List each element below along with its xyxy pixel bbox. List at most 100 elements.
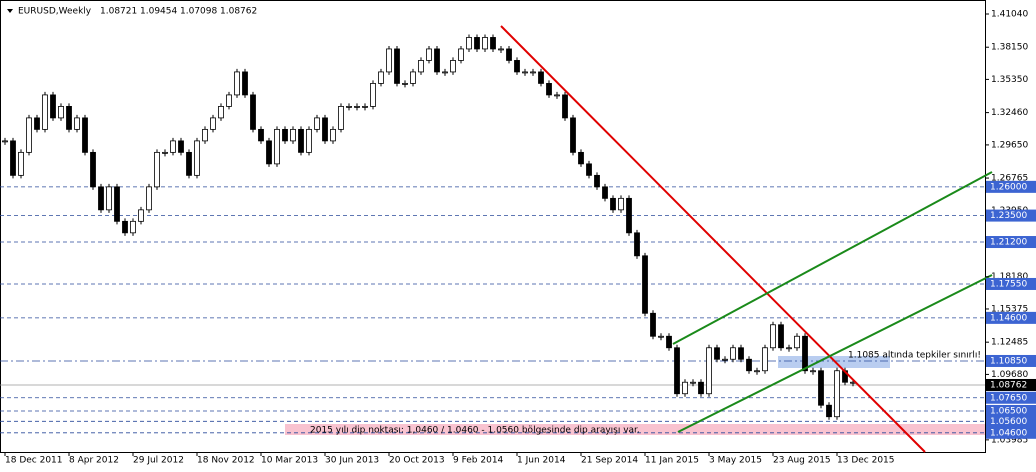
last-price-bg: [986, 378, 1036, 391]
axis: 1.41040 1.38150 1.35350 1.32460 1.29650 1.267…: [4, 10, 1036, 466]
x-tick-label: 10 Mar 2013: [261, 456, 318, 466]
level-label-bg: [986, 426, 1036, 439]
candle: [58, 106, 64, 119]
candle: [10, 140, 16, 176]
channel-line: [677, 274, 993, 433]
level-label-bg: [986, 404, 1036, 417]
level-label: 1.06500: [990, 406, 1027, 416]
candle: [306, 128, 312, 153]
candle: [658, 335, 664, 338]
candle: [402, 83, 408, 85]
candle: [586, 163, 592, 176]
menu-arrow[interactable]: [7, 9, 13, 13]
x-tick-label: 29 Jul 2012: [133, 456, 184, 466]
x-tick-label: 30 Jun 2013: [325, 456, 379, 466]
candle: [810, 370, 816, 373]
y-tick-label: 1.41040: [991, 10, 1028, 20]
candle: [234, 71, 240, 96]
candle: [498, 48, 504, 51]
y-tick-label: 1.26765: [991, 174, 1028, 184]
candle: [442, 71, 448, 74]
level-label: 1.14600: [990, 313, 1027, 323]
y-tick-label: 1.18180: [991, 272, 1028, 282]
x-tick-label: 9 Feb 2014: [453, 456, 504, 466]
candle: [458, 48, 464, 61]
annotation: 1.1085 altında tepkiler sınırlı!: [848, 351, 981, 361]
candle: [530, 71, 536, 74]
level-label: 1.23500: [990, 211, 1027, 221]
level-label-bg: [986, 277, 1036, 290]
x-tick-label: 21 Sep 2014: [581, 456, 638, 466]
candle: [338, 106, 344, 130]
candle: [642, 255, 648, 314]
candle: [770, 324, 776, 349]
plot-frame: [0, 0, 986, 453]
candle: [666, 335, 672, 349]
level-label: 1.21200: [990, 238, 1027, 248]
candle: [570, 117, 576, 153]
x-tick-label: 11 Jan 2015: [645, 456, 699, 466]
candle: [762, 347, 768, 372]
candle: [418, 60, 424, 73]
candle: [786, 347, 792, 350]
candle: [138, 209, 144, 222]
y-tick-label: 1.03985: [991, 435, 1028, 445]
x-tick-label: 13 Dec 2015: [837, 456, 895, 466]
y-tick-label: 1.38150: [991, 43, 1028, 53]
level-label-bg: [986, 415, 1036, 428]
candle: [682, 381, 688, 395]
candle: [330, 128, 336, 142]
candle: [266, 140, 272, 165]
candle: [626, 197, 632, 234]
candle: [506, 48, 512, 61]
x-tick-label: 3 May 2015: [709, 456, 762, 466]
candle: [714, 347, 720, 360]
candle: [154, 151, 160, 188]
y-tick-label: 1.09680: [991, 370, 1028, 380]
candle: [538, 71, 544, 84]
candle: [778, 324, 784, 349]
candle: [34, 117, 40, 130]
candle: [490, 37, 496, 50]
candle: [226, 94, 232, 107]
candle: [82, 117, 88, 153]
x-tick-label: 1 Jun 2014: [517, 456, 566, 466]
candle: [50, 94, 56, 119]
candle: [802, 335, 808, 372]
x-tick-label: 18 Dec 2011: [5, 456, 63, 466]
annotation: 2015 yılı dip noktası: 1,0460 / 1.0460 -…: [310, 426, 640, 436]
level-label-bg: [986, 391, 1036, 404]
candle: [450, 60, 456, 73]
candle: [546, 83, 552, 96]
level-label-bg: [986, 180, 1036, 193]
candle: [130, 220, 136, 234]
level-label-bg: [986, 209, 1036, 222]
candle: [514, 60, 520, 73]
candle: [522, 71, 528, 74]
candle: [298, 128, 304, 153]
level-label-bg: [986, 354, 1036, 367]
candle: [282, 128, 288, 142]
candle: [426, 48, 432, 61]
candle: [90, 151, 96, 188]
candle: [474, 37, 480, 50]
candle: [186, 151, 192, 176]
candle: [594, 174, 600, 188]
candle: [386, 48, 392, 73]
support-zone: [285, 424, 985, 435]
candle: [674, 347, 680, 395]
candle: [434, 48, 440, 73]
candle: [290, 128, 296, 142]
candle: [466, 37, 472, 50]
candle: [370, 83, 376, 107]
x-tick-label: 8 Apr 2012: [69, 456, 119, 466]
candle: [114, 186, 120, 222]
y-tick-label: 1.12485: [991, 338, 1028, 348]
level-label: 1.05600: [990, 417, 1027, 427]
candle: [602, 186, 608, 199]
candle: [378, 71, 384, 84]
candles: [2, 34, 856, 420]
trend-line: [500, 25, 926, 453]
candle: [42, 94, 48, 130]
